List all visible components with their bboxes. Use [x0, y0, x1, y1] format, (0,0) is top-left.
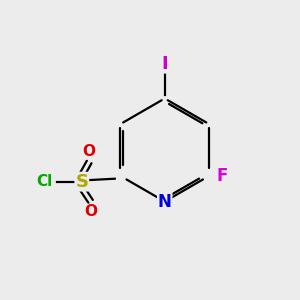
Text: I: I: [161, 55, 168, 73]
Text: Cl: Cl: [36, 174, 52, 189]
Text: N: N: [158, 193, 172, 211]
Text: O: O: [83, 144, 96, 159]
Text: S: S: [75, 173, 88, 191]
Text: F: F: [217, 167, 228, 185]
Text: O: O: [84, 205, 97, 220]
